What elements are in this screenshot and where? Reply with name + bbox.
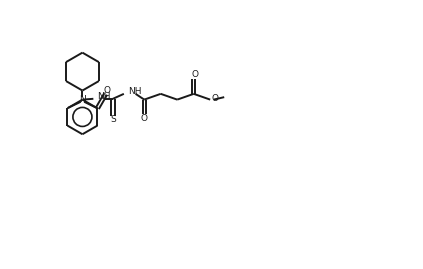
Text: O: O (141, 114, 148, 123)
Text: O: O (103, 86, 110, 95)
Text: O: O (211, 94, 218, 103)
Text: NH: NH (97, 92, 111, 101)
Text: NH: NH (128, 87, 141, 96)
Text: S: S (110, 115, 116, 124)
Text: N: N (79, 95, 86, 104)
Text: O: O (191, 70, 198, 79)
